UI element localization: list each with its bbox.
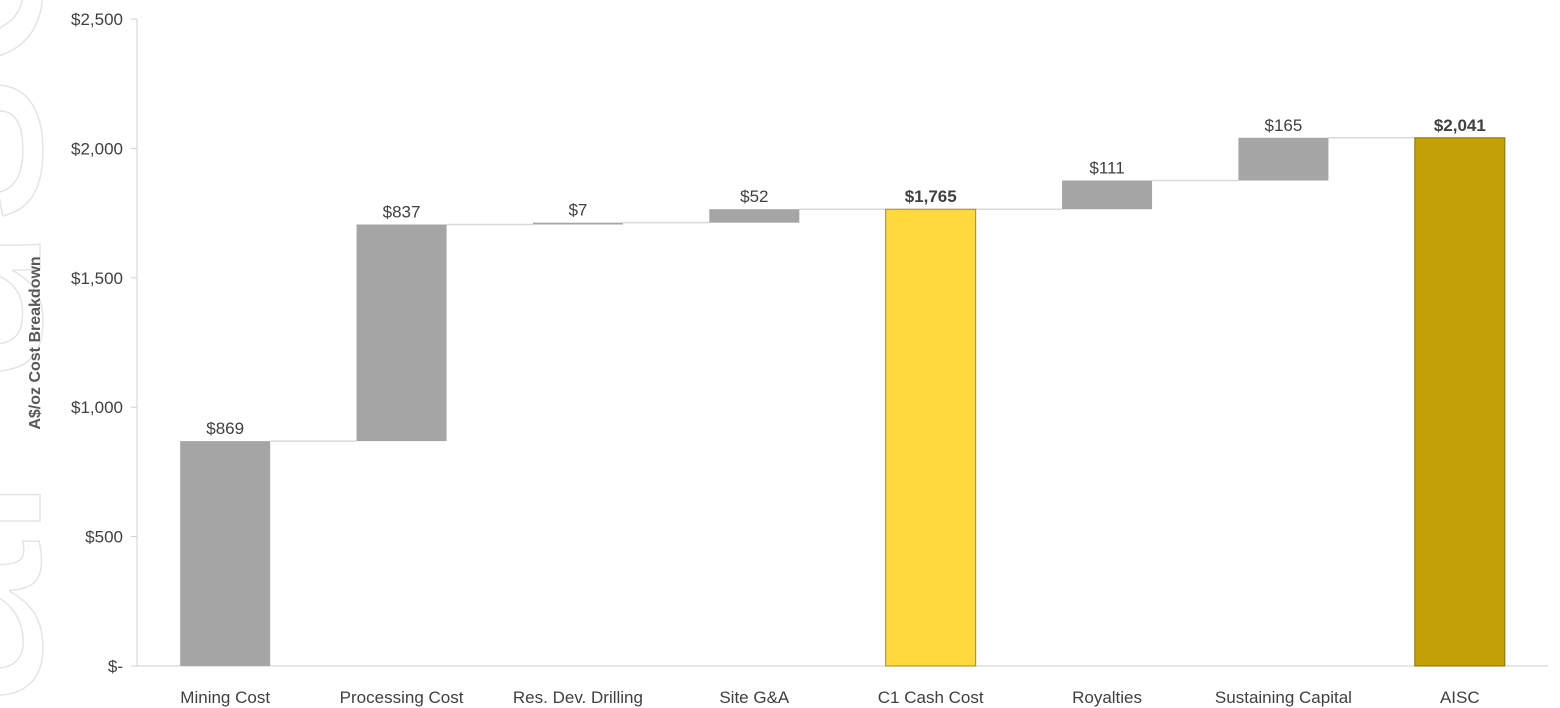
bar-8 bbox=[1414, 137, 1506, 667]
x-tick-label: Mining Cost bbox=[180, 688, 270, 707]
data-label-6: $111 bbox=[1089, 158, 1124, 177]
bar-3 bbox=[532, 222, 623, 225]
y-tick-label: $- bbox=[108, 657, 123, 676]
axes bbox=[136, 19, 1548, 667]
data-labels: $869 $837 $7 $52 $1,765 $111 $165 $2,041 bbox=[206, 116, 1486, 438]
bar-6 bbox=[1062, 180, 1153, 210]
watermark-text: al use onl bbox=[0, 0, 104, 708]
y-tick-label: $2,500 bbox=[71, 10, 123, 29]
data-label-5: $1,765 bbox=[905, 187, 957, 206]
x-tick-label: Sustaining Capital bbox=[1215, 688, 1352, 707]
bar-7 bbox=[1238, 137, 1329, 181]
data-label-1: $869 bbox=[206, 419, 244, 438]
connectors bbox=[270, 137, 1415, 442]
y-axis-label: A$/oz Cost Breakdown bbox=[27, 256, 44, 429]
bar-2 bbox=[356, 224, 447, 442]
y-tick-label: $1,000 bbox=[71, 398, 123, 417]
y-tick-label: $1,500 bbox=[71, 269, 123, 288]
x-axis-ticks: Mining Cost Processing Cost Res. Dev. Dril… bbox=[180, 688, 1479, 707]
y-tick-label: $500 bbox=[85, 528, 123, 547]
data-label-8: $2,041 bbox=[1434, 116, 1486, 135]
bars bbox=[180, 137, 1506, 667]
bar-5 bbox=[885, 208, 977, 667]
x-tick-label: Res. Dev. Drilling bbox=[513, 688, 643, 707]
x-tick-label: C1 Cash Cost bbox=[878, 688, 984, 707]
bar-1 bbox=[180, 441, 271, 666]
x-tick-label: AISC bbox=[1440, 688, 1480, 707]
bar-4 bbox=[709, 209, 800, 223]
x-tick-label: Royalties bbox=[1072, 688, 1142, 707]
data-label-7: $165 bbox=[1265, 116, 1303, 135]
x-tick-label: Site G&A bbox=[719, 688, 790, 707]
data-label-2: $837 bbox=[383, 202, 421, 221]
data-label-3: $7 bbox=[568, 201, 587, 220]
data-label-4: $52 bbox=[740, 187, 768, 206]
x-tick-label: Processing Cost bbox=[340, 688, 464, 707]
y-axis-ticks: $- $500 $1,000 $1,500 $2,000 $2,500 bbox=[71, 10, 137, 676]
y-tick-label: $2,000 bbox=[71, 139, 123, 158]
